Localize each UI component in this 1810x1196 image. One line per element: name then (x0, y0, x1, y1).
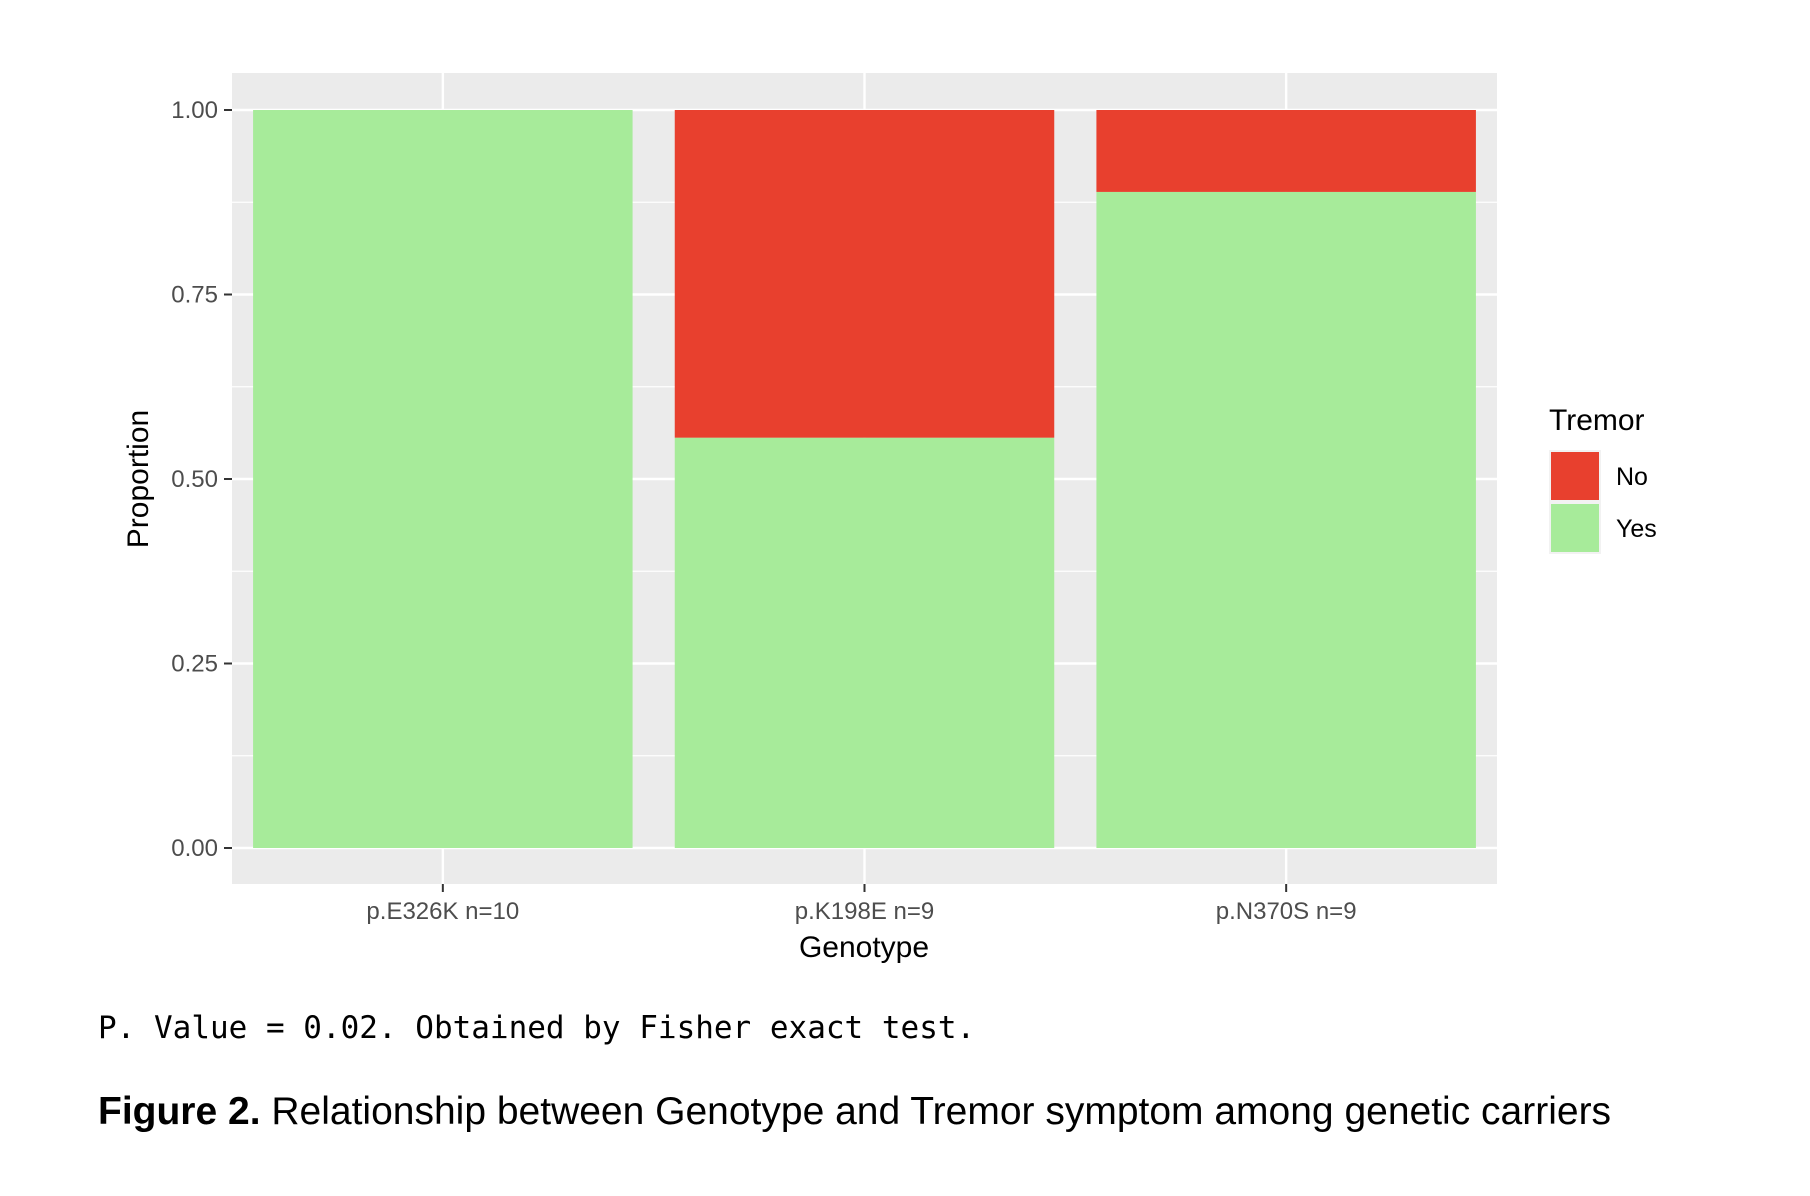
y-tick-label: 0.75 (171, 282, 218, 309)
y-tick-label: 1.00 (171, 97, 218, 124)
p-value-note: P. Value = 0.02. Obtained by Fisher exac… (98, 1010, 976, 1046)
legend-label-yes: Yes (1616, 515, 1657, 543)
legend: Tremor No Yes (1549, 404, 1657, 554)
bar-no-3 (1096, 110, 1476, 192)
x-axis-title: Genotype (799, 931, 929, 964)
bars (253, 110, 1476, 849)
bar-yes-1 (253, 110, 633, 848)
legend-key-no (1551, 452, 1599, 500)
x-axis: p.E326K n=10 p.K198E n=9 p.N370S n=9 (366, 884, 1357, 925)
x-tick-label: p.E326K n=10 (366, 898, 519, 925)
legend-key-yes (1551, 504, 1599, 552)
x-tick-label: p.K198E n=9 (795, 898, 934, 925)
legend-label-no: No (1616, 463, 1648, 491)
bar-yes-2 (674, 437, 1055, 848)
figure-caption: Figure 2. Relationship between Genotype … (98, 1090, 1611, 1134)
figure-caption-text: Relationship between Genotype and Tremor… (260, 1090, 1612, 1133)
y-tick-label: 0.25 (171, 651, 218, 678)
bar-no-2 (674, 110, 1055, 438)
y-tick-label: 0.50 (171, 466, 218, 493)
y-axis: 0.00 0.25 0.50 0.75 1.00 (171, 97, 232, 862)
x-tick-label: p.N370S n=9 (1216, 898, 1357, 925)
y-tick-label: 0.00 (171, 835, 218, 862)
figure-label: Figure 2. (98, 1090, 261, 1133)
y-axis-title: Proportion (122, 410, 155, 548)
bar-yes-3 (1096, 191, 1476, 849)
legend-title: Tremor (1549, 404, 1645, 437)
